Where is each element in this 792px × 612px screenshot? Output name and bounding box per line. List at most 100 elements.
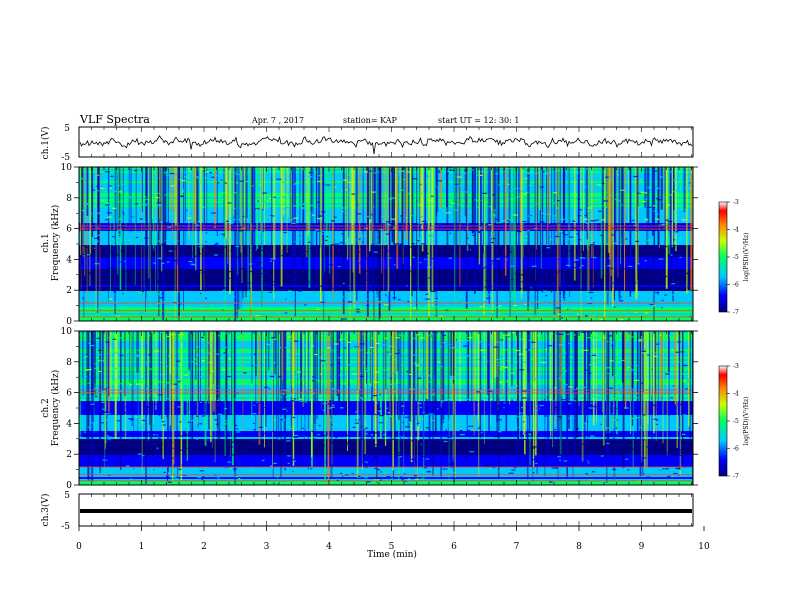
spectrogram-speckle: [598, 354, 600, 356]
spectrogram-speckle: [397, 299, 401, 301]
spectrogram-speckle: [582, 386, 586, 388]
spectrogram-speckle: [199, 443, 203, 445]
spectrogram-speckle: [681, 219, 686, 221]
spectrogram-speckle: [688, 348, 691, 350]
spectrogram-streak: [325, 167, 328, 246]
spectrogram-speckle: [337, 362, 341, 365]
spectrogram-speckle: [447, 172, 449, 174]
spectrogram-speckle: [116, 420, 121, 422]
spectrogram-streak: [679, 167, 682, 210]
spectrogram-speckle: [464, 172, 466, 174]
spectrogram-speckle: [356, 273, 360, 275]
spectrogram-speckle: [514, 187, 519, 189]
spectrogram-speckle: [176, 360, 181, 362]
spectrogram-speckle: [674, 231, 679, 233]
spectrogram-speckle: [112, 174, 115, 176]
spectrogram-streak: [82, 331, 84, 397]
spectrogram-streak: [81, 167, 83, 268]
spectrogram-streak: [536, 331, 538, 474]
spectrogram-speckle: [561, 399, 566, 401]
spectrogram-speckle: [459, 348, 463, 350]
spectrogram-speckle: [406, 482, 411, 484]
spectrogram-speckle: [651, 368, 653, 370]
spectrogram-speckle: [579, 289, 582, 291]
spectrogram-speckle: [606, 243, 610, 245]
spectrogram-speckle: [637, 192, 642, 194]
spectrogram-speckle: [655, 213, 659, 215]
spectrogram-speckle: [152, 459, 156, 461]
spectrogram-streak: [233, 331, 235, 472]
spectrogram-streak: [352, 167, 354, 273]
spectrogram-streak: [523, 167, 524, 258]
spectrogram-speckle: [205, 461, 210, 464]
spectrogram-speckle: [682, 433, 686, 435]
spectrogram-speckle: [335, 287, 339, 289]
spectrogram-streak: [119, 167, 122, 290]
spectrogram-streak: [509, 331, 511, 405]
spectrogram-band: [79, 285, 693, 288]
spectrogram-streak: [227, 167, 229, 264]
spectrogram-speckle: [413, 307, 417, 309]
spectrogram-speckle: [649, 303, 654, 306]
spectrogram-speckle: [198, 269, 203, 271]
spectrogram-speckle: [83, 431, 87, 433]
spectrogram-speckle: [409, 373, 412, 375]
spectrogram-speckle: [631, 235, 637, 237]
spectrogram-speckle: [271, 298, 277, 300]
spectrogram-speckle: [324, 178, 326, 180]
spectrogram-speckle: [86, 354, 88, 356]
spectrogram-speckle: [442, 468, 448, 470]
spectrogram-streak: [624, 331, 627, 409]
spectrogram-speckle: [385, 250, 390, 252]
spectrogram-speckle: [402, 179, 406, 181]
spectrogram-speckle: [633, 365, 638, 367]
spectrogram-speckle: [671, 348, 673, 351]
spectrogram-speckle: [141, 204, 146, 206]
spectrogram-speckle: [583, 230, 585, 232]
spectrogram-speckle: [559, 292, 562, 294]
spectrogram-speckle: [347, 331, 349, 333]
spectrogram-speckle: [521, 407, 524, 409]
spectrogram-speckle: [522, 361, 527, 363]
spectrogram-speckle: [578, 347, 584, 349]
spectrogram-speckle: [230, 250, 234, 252]
spectrogram-speckle: [210, 349, 213, 351]
spectrogram-streak: [466, 167, 469, 251]
spectrogram-speckle: [89, 299, 92, 301]
spectrogram-speckle: [384, 416, 388, 418]
spectrogram-streak: [649, 331, 650, 436]
spectrogram-speckle: [168, 260, 171, 262]
spectrogram-streak: [203, 167, 205, 308]
spectrogram-speckle: [523, 193, 527, 195]
spectrogram-speckle: [411, 440, 413, 442]
spectrogram-speckle: [644, 260, 647, 262]
spectrogram-speckle: [224, 408, 228, 410]
spectrogram-streak: [277, 331, 280, 442]
spectrogram-streak: [647, 331, 649, 424]
spectrogram-streak: [403, 331, 405, 472]
spectrogram-streak: [90, 331, 93, 481]
spectrogram-speckle: [392, 295, 394, 297]
spectrogram-speckle: [304, 304, 307, 306]
spectrogram-speckle: [161, 437, 164, 439]
spectrogram-streak: [261, 167, 263, 210]
spectrogram-speckle: [677, 192, 680, 194]
spectrogram-speckle: [120, 337, 123, 339]
spectrogram-speckle: [163, 373, 165, 375]
spectrogram-speckle: [432, 442, 437, 444]
spectrogram-speckle: [156, 282, 162, 284]
spectrogram-speckle: [448, 343, 452, 345]
spectrogram-speckle: [496, 414, 499, 417]
spectrogram-speckle: [684, 412, 686, 414]
spectrogram-streak: [541, 331, 543, 414]
spectrogram-band: [79, 305, 693, 308]
spectrogram-streak: [259, 167, 262, 233]
spectrogram-streak: [324, 331, 326, 483]
spectrogram-speckle: [630, 227, 634, 229]
spectrogram-speckle: [630, 448, 636, 450]
spectrogram-speckle: [255, 315, 260, 317]
spectrogram-speckle: [520, 190, 524, 192]
ytick-label: 6: [66, 389, 72, 399]
spectrogram-speckle: [152, 214, 157, 216]
spectrogram-streak: [540, 167, 542, 269]
